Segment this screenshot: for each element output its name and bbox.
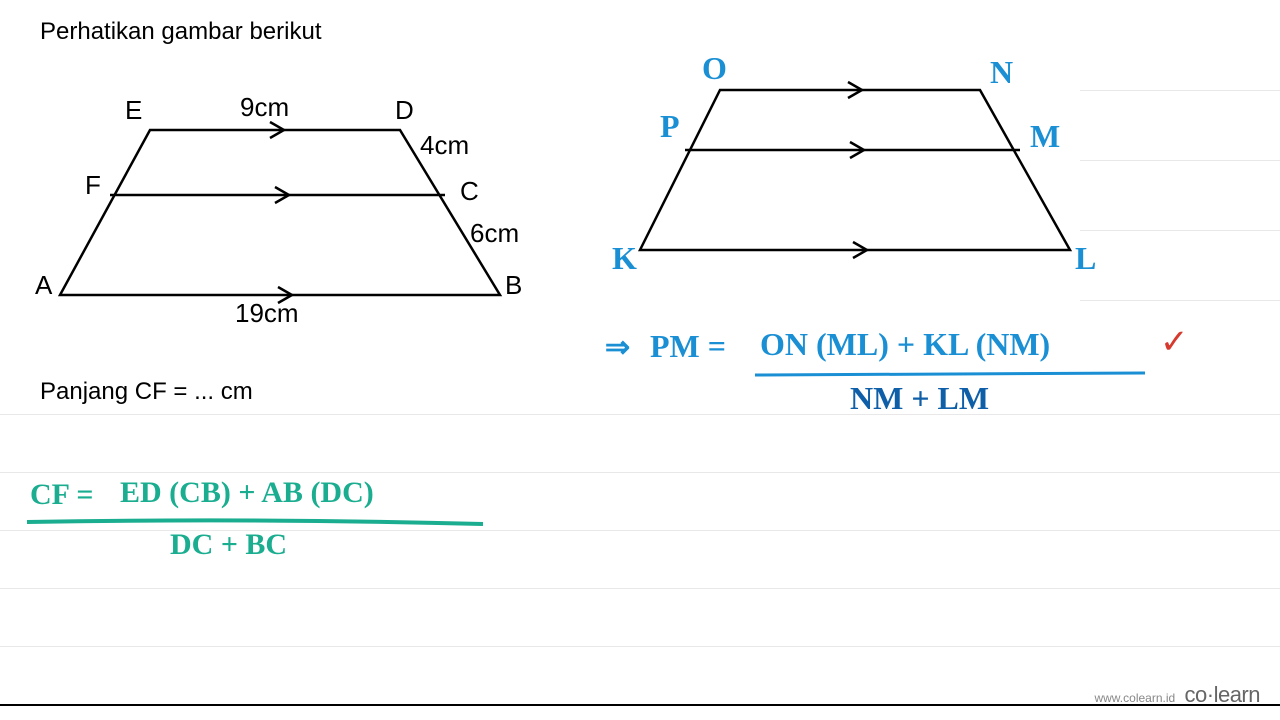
formula-right-numerator: ON (ML) + KL (NM) — [760, 326, 1050, 363]
footer-url: www.colearn.id — [1094, 691, 1175, 705]
formula-left-lhs: CF = — [30, 478, 94, 512]
label-O: O — [702, 50, 727, 87]
formula-left-lhs-text: CF — [30, 478, 69, 511]
question-text: Panjang CF = ... cm — [40, 378, 253, 406]
label-M: M — [1030, 118, 1060, 155]
label-L: L — [1075, 240, 1096, 277]
label-ED: 9cm — [240, 92, 289, 123]
formula-left-denominator: DC + BC — [170, 528, 287, 562]
footer-brand: co·learn — [1185, 682, 1260, 707]
formula-right-arrow: ⇒ — [605, 330, 630, 365]
label-B: B — [505, 270, 522, 301]
formula-right-fraction-bar — [755, 370, 1145, 380]
label-D: D — [395, 95, 414, 126]
label-F: F — [85, 170, 101, 201]
label-N: N — [990, 54, 1013, 91]
check-icon: ✓ — [1160, 322, 1189, 362]
page-title: Perhatikan gambar berikut — [40, 18, 321, 46]
label-A: A — [35, 270, 52, 301]
label-C: C — [460, 176, 479, 207]
label-CB: 6cm — [470, 218, 519, 249]
label-E: E — [125, 95, 142, 126]
formula-left-fraction-bar — [25, 516, 485, 528]
label-DC: 4cm — [420, 130, 469, 161]
label-AB: 19cm — [235, 298, 299, 329]
label-K: K — [612, 240, 637, 277]
label-P: P — [660, 108, 680, 145]
formula-right-denominator: NM + LM — [850, 380, 989, 417]
bottom-border — [0, 704, 1280, 706]
formula-right-lhs-text: PM — [650, 328, 700, 364]
footer: www.colearn.id co·learn — [1094, 682, 1260, 708]
formula-left-numerator: ED (CB) + AB (DC) — [120, 476, 374, 510]
formula-right-lhs: PM = — [650, 328, 726, 365]
